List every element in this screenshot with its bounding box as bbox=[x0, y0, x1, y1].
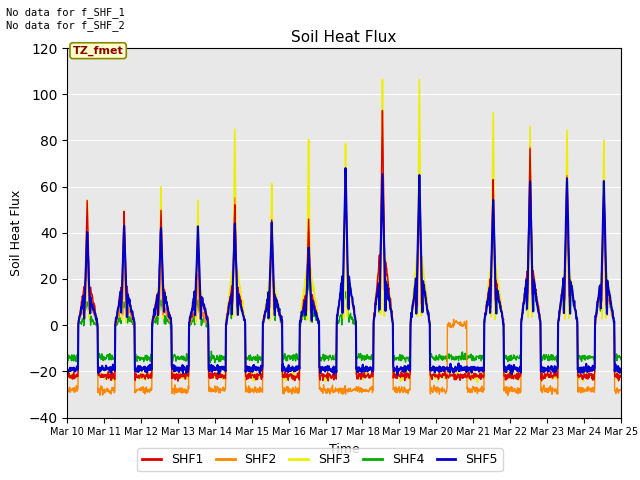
SHF5 bbox=[342, 166, 349, 171]
SHF2 bbox=[294, 389, 301, 395]
SHF1 bbox=[186, 318, 194, 324]
X-axis label: Time: Time bbox=[328, 443, 360, 456]
SHF1 bbox=[294, 373, 302, 379]
Line: SHF4: SHF4 bbox=[67, 171, 621, 363]
Line: SHF2: SHF2 bbox=[67, 111, 621, 396]
SHF1 bbox=[617, 373, 625, 379]
SHF1 bbox=[63, 372, 71, 378]
SHF3 bbox=[415, 76, 423, 82]
SHF4 bbox=[206, 360, 214, 366]
SHF5 bbox=[294, 366, 301, 372]
SHF2 bbox=[504, 393, 511, 398]
Legend: SHF1, SHF2, SHF3, SHF4, SHF5: SHF1, SHF2, SHF3, SHF4, SHF5 bbox=[137, 448, 503, 471]
SHF5 bbox=[394, 372, 401, 378]
SHF2 bbox=[429, 389, 437, 395]
SHF5 bbox=[280, 365, 288, 371]
SHF2 bbox=[63, 386, 71, 392]
Line: SHF5: SHF5 bbox=[67, 168, 621, 375]
SHF5 bbox=[617, 368, 625, 374]
SHF2 bbox=[521, 294, 529, 300]
SHF3 bbox=[63, 372, 71, 378]
SHF3 bbox=[186, 321, 193, 326]
SHF4 bbox=[429, 355, 437, 360]
Title: Soil Heat Flux: Soil Heat Flux bbox=[291, 30, 397, 46]
SHF1 bbox=[174, 378, 182, 384]
SHF3 bbox=[429, 373, 437, 379]
SHF1 bbox=[281, 375, 289, 381]
SHF2 bbox=[379, 108, 387, 114]
SHF3 bbox=[521, 291, 529, 297]
SHF5 bbox=[63, 367, 71, 372]
Line: SHF1: SHF1 bbox=[67, 110, 621, 381]
SHF2 bbox=[280, 384, 288, 390]
Y-axis label: Soil Heat Flux: Soil Heat Flux bbox=[10, 190, 23, 276]
SHF2 bbox=[568, 293, 576, 299]
Line: SHF3: SHF3 bbox=[67, 79, 621, 383]
Text: No data for f_SHF_1
No data for f_SHF_2: No data for f_SHF_1 No data for f_SHF_2 bbox=[6, 7, 125, 31]
SHF1 bbox=[379, 108, 387, 113]
SHF4 bbox=[294, 357, 302, 363]
SHF4 bbox=[186, 323, 193, 329]
SHF4 bbox=[281, 351, 289, 357]
SHF4 bbox=[617, 357, 625, 362]
SHF3 bbox=[568, 281, 576, 287]
SHF4 bbox=[568, 293, 576, 299]
Text: TZ_fmet: TZ_fmet bbox=[73, 46, 124, 56]
SHF3 bbox=[617, 372, 625, 378]
SHF5 bbox=[186, 319, 193, 325]
SHF2 bbox=[186, 322, 193, 328]
SHF1 bbox=[568, 292, 576, 298]
SHF4 bbox=[379, 168, 387, 174]
SHF5 bbox=[521, 295, 529, 300]
SHF3 bbox=[280, 376, 288, 382]
SHF4 bbox=[63, 352, 71, 358]
SHF1 bbox=[521, 289, 529, 295]
SHF3 bbox=[474, 380, 481, 385]
SHF2 bbox=[617, 387, 625, 393]
SHF4 bbox=[521, 289, 529, 295]
SHF3 bbox=[294, 374, 301, 380]
SHF5 bbox=[429, 367, 437, 372]
SHF5 bbox=[568, 288, 576, 293]
SHF1 bbox=[429, 371, 437, 377]
